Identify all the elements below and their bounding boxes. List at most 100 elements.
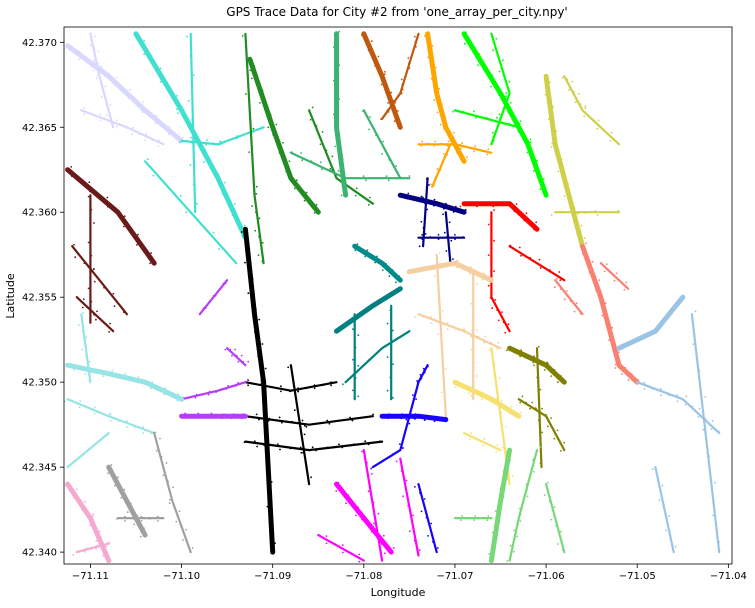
gps-point [179,195,182,197]
gps-point [436,168,439,171]
gps-point [261,361,263,364]
gps-point [420,377,423,380]
gps-point [500,411,502,414]
trace-segment [362,109,402,180]
gps-point [420,510,423,513]
gps-point [276,443,279,446]
gps-point [395,281,397,284]
gps-point [243,441,246,444]
gps-point [550,518,553,521]
series-15 [452,347,523,486]
gps-point [434,82,437,85]
gps-point [619,346,621,349]
gps-point [410,408,413,411]
gps-point [478,52,480,55]
gps-point [556,543,559,545]
gps-point [254,229,257,232]
gps-point [669,537,672,540]
gps-point [571,209,574,212]
gps-point [139,535,142,538]
gps-point [506,477,508,480]
gps-point [555,152,558,155]
gps-point [561,212,563,214]
gps-point [289,390,291,393]
gps-point [416,384,419,386]
trace-segment [507,345,567,385]
gps-point [142,101,144,103]
gps-point [711,419,714,422]
gps-point [130,229,132,232]
gps-point [184,412,187,415]
gps-point [710,428,713,430]
trace-segment [198,279,229,316]
gps-point [617,351,620,354]
gps-point [547,362,549,365]
gps-point [255,308,257,311]
gps-point [443,231,446,234]
gps-point [347,321,350,324]
gps-point [335,89,338,91]
gps-point [470,432,472,434]
trace-segment [334,481,394,555]
gps-point [456,260,459,262]
trace-segment [508,245,566,282]
gps-point [103,370,105,372]
gps-point [660,388,662,390]
gps-point [272,133,274,136]
gps-point [115,76,118,79]
gps-point [251,205,253,208]
gps-point [237,381,239,384]
gps-point [603,129,606,132]
gps-point [96,75,99,77]
gps-point [366,461,368,464]
gps-point [221,417,223,420]
gps-point [573,207,576,210]
gps-point [539,361,542,364]
gps-point [556,381,559,384]
gps-point [161,124,164,126]
gps-point [361,450,363,453]
trace-segment [247,56,321,215]
gps-point [565,290,568,292]
gps-point [133,523,136,526]
gps-point [386,389,389,392]
gps-point [429,236,432,238]
gps-point [247,292,250,295]
gps-point [268,417,271,420]
gps-point [513,349,515,352]
gps-point [497,54,499,57]
gps-point [111,370,114,372]
series-23 [64,481,112,564]
gps-point [234,348,237,351]
gps-point [140,520,143,522]
gps-point [519,211,522,214]
gps-point [536,159,538,162]
gps-point [597,119,600,122]
gps-point [364,255,366,258]
gps-point [233,203,236,205]
gps-point [489,444,492,447]
gps-point [395,289,398,292]
trace-segment [153,432,192,554]
gps-point [423,498,426,500]
y-tick-label: 42.350 [22,378,57,389]
gps-point [352,358,354,361]
gps-point [90,208,93,211]
gps-point [559,279,562,282]
gps-point [231,214,234,217]
gps-point [208,301,211,303]
gps-point [584,105,587,107]
gps-point [93,268,95,270]
gps-point [92,445,95,447]
gps-point [422,316,424,318]
gps-point [160,456,163,458]
gps-point [317,534,320,536]
gps-point [427,40,430,42]
gps-point [420,195,423,198]
gps-point [375,177,378,180]
gps-point [442,213,444,216]
gps-point [550,417,552,419]
gps-point [271,386,274,389]
gps-point [125,500,127,503]
gps-point [443,208,445,210]
